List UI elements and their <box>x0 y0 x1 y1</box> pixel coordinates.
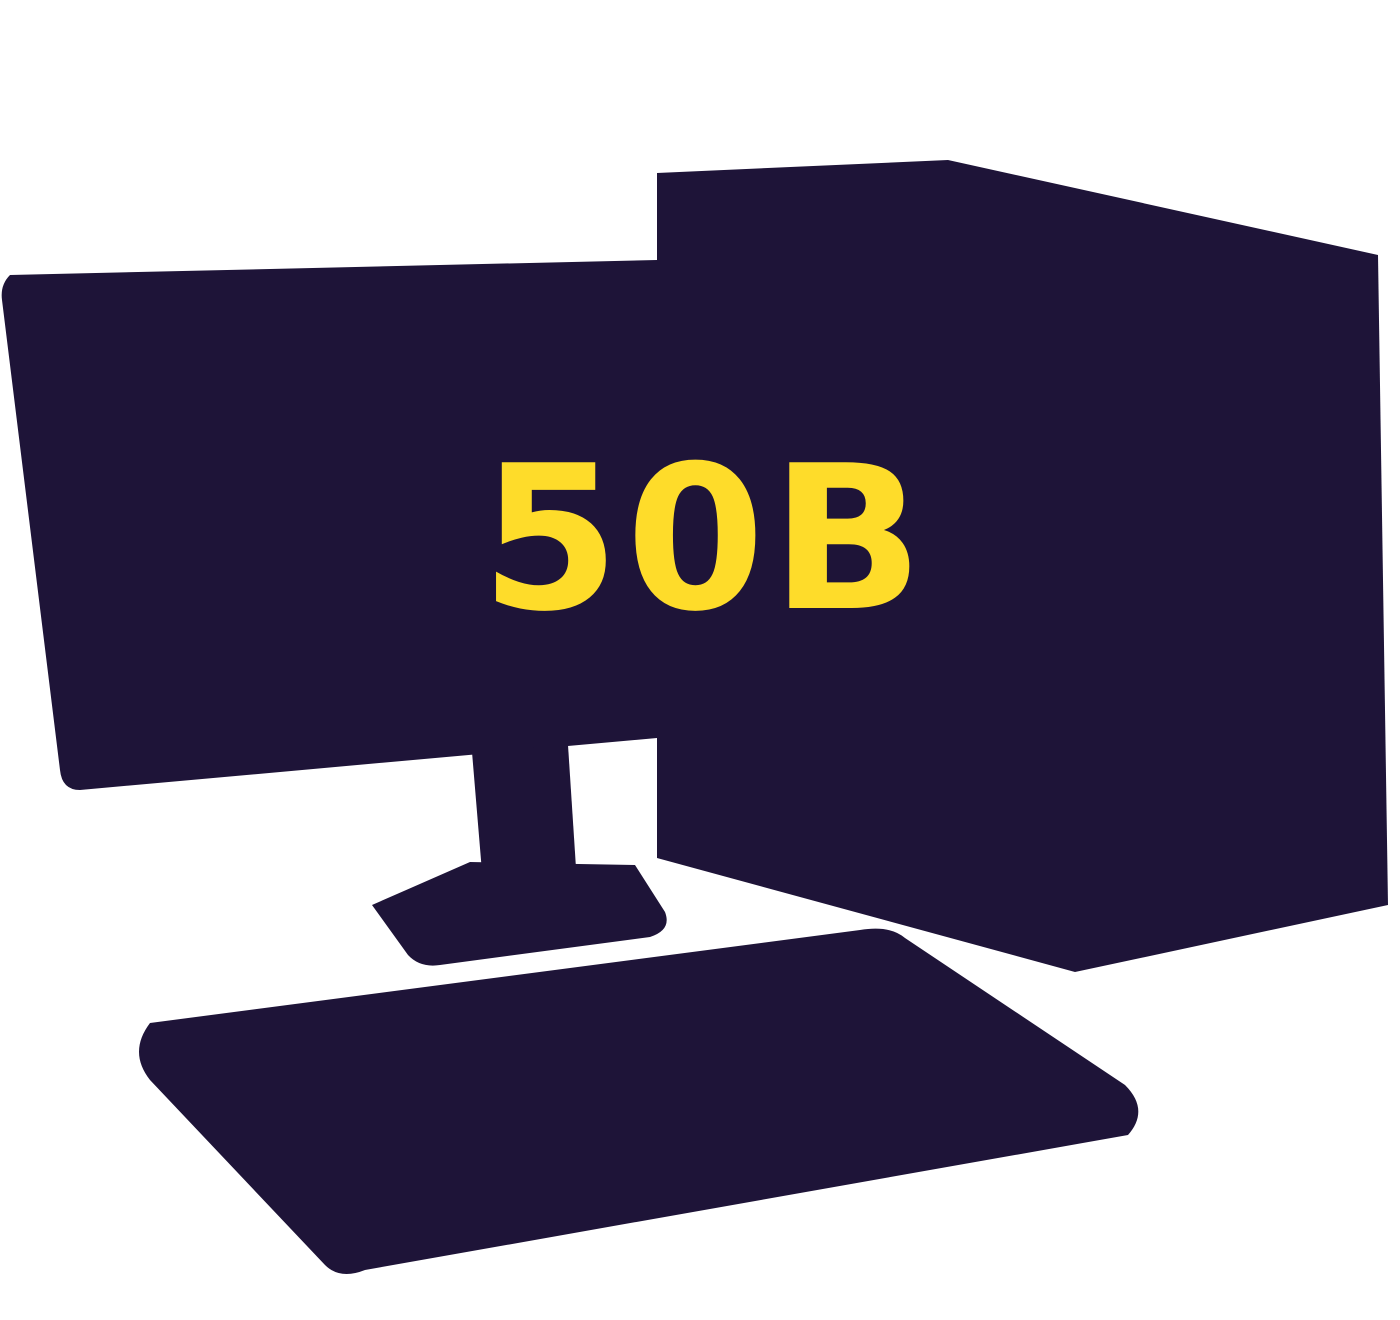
monitor-stand-icon <box>472 745 576 872</box>
monitor-icon <box>1 260 657 790</box>
capacity-label: 50B <box>480 423 930 656</box>
monitor-base-icon <box>372 862 667 966</box>
keyboard-icon <box>139 928 1139 1274</box>
tower-case-icon <box>657 160 1388 972</box>
